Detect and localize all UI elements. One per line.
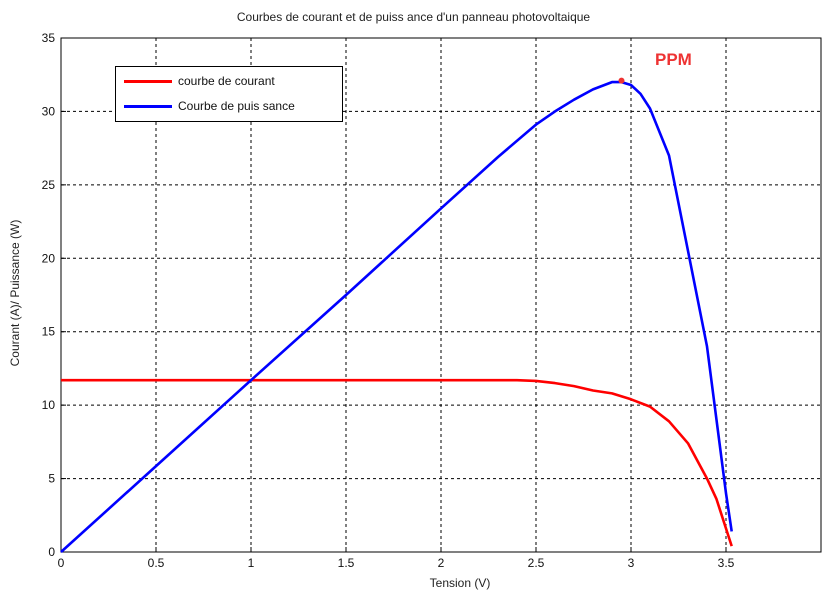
y-axis-label: Courant (A)/ Puissance (W) xyxy=(8,219,22,367)
annotation-markers xyxy=(618,77,625,84)
x-axis-label: Tension (V) xyxy=(429,576,491,590)
y-tick-label: 5 xyxy=(48,472,55,486)
chart-title: Courbes de courant et de puiss ance d'un… xyxy=(236,10,591,24)
legend: courbe de courant Courbe de puis sance xyxy=(115,66,343,122)
legend-item-courant: courbe de courant xyxy=(116,70,342,92)
y-tick-label: 0 xyxy=(48,545,55,559)
x-tick-label: 1.5 xyxy=(338,556,355,570)
x-tick-label: 1 xyxy=(248,556,255,570)
y-tick-label: 25 xyxy=(42,178,56,192)
y-tick-label: 10 xyxy=(42,398,56,412)
ppm-marker xyxy=(618,77,625,84)
legend-swatch-courant xyxy=(124,79,172,83)
x-tick-label: 2 xyxy=(438,556,445,570)
legend-label-courant: courbe de courant xyxy=(178,74,275,88)
legend-label-puissance: Courbe de puis sance xyxy=(178,99,295,113)
y-tick-label: 30 xyxy=(42,104,56,118)
axis-ticks: 0 0.5 1 1.5 2 2.5 3 3.5 0 5 10 15 20 25 30 35 xyxy=(42,31,735,570)
series-line-courant xyxy=(61,378,733,547)
x-tick-label: 0 xyxy=(58,556,65,570)
y-tick-label: 20 xyxy=(42,251,56,265)
ppm-annotation-label: PPM xyxy=(655,50,692,69)
series-line-puissance xyxy=(60,80,733,553)
x-tick-label: 3 xyxy=(628,556,635,570)
x-tick-label: 0.5 xyxy=(148,556,165,570)
data-series xyxy=(60,80,733,553)
y-tick-label: 15 xyxy=(42,325,56,339)
x-tick-label: 3.5 xyxy=(718,556,735,570)
y-tick-label: 35 xyxy=(42,31,56,45)
x-tick-label: 2.5 xyxy=(528,556,545,570)
legend-swatch-puissance xyxy=(124,104,172,108)
legend-item-puissance: Courbe de puis sance xyxy=(116,95,342,117)
